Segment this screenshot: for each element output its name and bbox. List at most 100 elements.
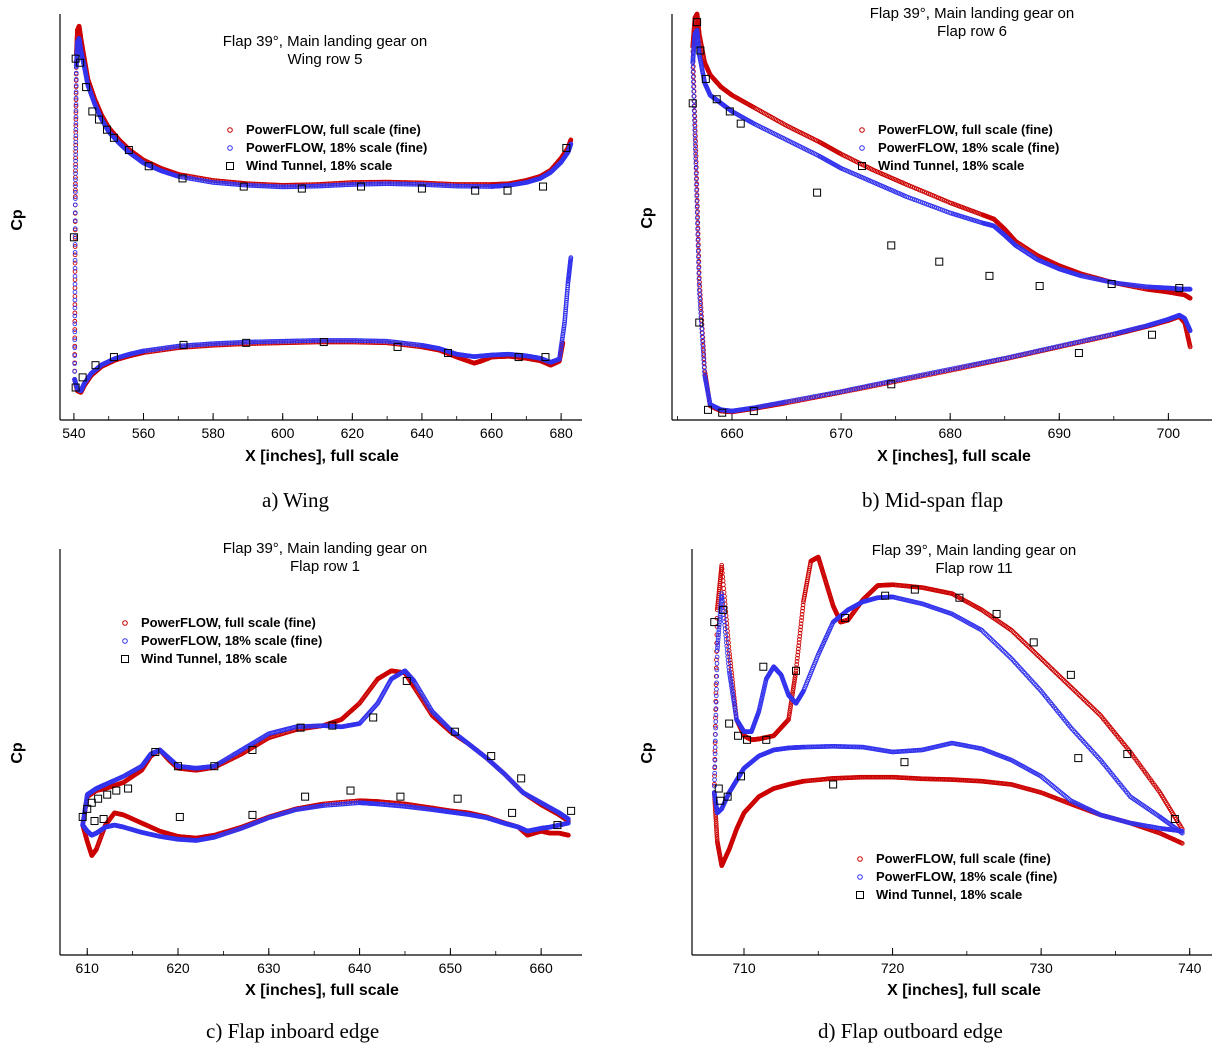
- data-point: [370, 338, 376, 344]
- data-point: [312, 183, 317, 189]
- data-point: [1187, 295, 1193, 301]
- data-point: [225, 340, 230, 346]
- data-point: [342, 182, 347, 188]
- chart-title: Flap 39°, Main landing gear on: [223, 540, 427, 557]
- data-point: [215, 341, 221, 346]
- legend-entry: PowerFLOW, 18% scale (fine): [878, 140, 1059, 155]
- data-point: [693, 177, 699, 182]
- data-point: [302, 338, 308, 344]
- x-tick-label: 580: [201, 425, 225, 441]
- data-point: [72, 265, 78, 271]
- chart-title: Flap 39°, Main landing gear on: [223, 33, 427, 50]
- data-point: [221, 340, 227, 346]
- data-point: [484, 184, 490, 189]
- data-point: [340, 182, 346, 188]
- data-point: [337, 338, 343, 343]
- data-point: [72, 258, 78, 263]
- data-point: [851, 386, 856, 392]
- data-point: [692, 113, 697, 118]
- data-point: [250, 183, 256, 188]
- data-point: [338, 338, 344, 343]
- data-point: [231, 181, 237, 187]
- data-point: [223, 181, 229, 186]
- data-point: [697, 279, 702, 285]
- data-point: [1076, 339, 1082, 345]
- data-point: [73, 158, 78, 164]
- data-point: [1081, 338, 1087, 343]
- data-point: [1037, 348, 1042, 353]
- data-point: [278, 338, 284, 344]
- data-point: [444, 349, 453, 358]
- data-point: [335, 338, 341, 343]
- data-point: [94, 115, 103, 124]
- data-point: [375, 181, 380, 187]
- data-point: [88, 107, 97, 116]
- data-point: [784, 399, 789, 405]
- legend-marker: [226, 162, 234, 170]
- data-point: [1029, 349, 1035, 355]
- data-point: [383, 181, 388, 187]
- data-point: [332, 182, 338, 188]
- data-point: [242, 338, 251, 347]
- data-point: [349, 182, 355, 187]
- data-point: [199, 342, 205, 347]
- data-point: [915, 373, 921, 379]
- data-point: [789, 398, 794, 404]
- data-point: [72, 327, 78, 332]
- data-point: [718, 408, 727, 417]
- data-point: [1104, 333, 1109, 338]
- data-point: [73, 95, 79, 101]
- data-point: [315, 338, 320, 343]
- data-point: [1002, 355, 1008, 361]
- data-point: [942, 367, 948, 373]
- data-point: [692, 132, 698, 138]
- data-point: [256, 339, 262, 345]
- data-point: [1056, 343, 1062, 349]
- data-point: [950, 366, 956, 372]
- data-point: [841, 388, 846, 394]
- data-point: [345, 182, 350, 188]
- data-point: [696, 265, 702, 271]
- data-point: [73, 89, 79, 95]
- data-point: [861, 384, 866, 390]
- data-point: [992, 357, 998, 363]
- data-point: [828, 391, 834, 396]
- data-point: [372, 181, 377, 187]
- chart-subtitle: Flap row 6: [937, 23, 1007, 40]
- data-point: [399, 181, 404, 187]
- data-point: [183, 343, 189, 348]
- data-point: [225, 181, 230, 187]
- x-tick-label: 540: [62, 425, 86, 441]
- data-point: [690, 69, 696, 75]
- data-point: [455, 183, 461, 189]
- data-point: [266, 339, 271, 344]
- data-point: [831, 390, 837, 396]
- data-point: [935, 369, 941, 375]
- data-point: [288, 184, 293, 190]
- data-point: [378, 338, 384, 344]
- data-point: [318, 183, 324, 189]
- data-point: [289, 184, 295, 190]
- data-point: [417, 182, 423, 187]
- chart-panel-mid-span-flap: 660 670 680 690 700 X [inches], full scale Cp F…: [612, 0, 1225, 520]
- data-point: [413, 182, 418, 187]
- data-point: [982, 359, 988, 365]
- data-point: [335, 182, 341, 188]
- data-point: [351, 182, 357, 187]
- data-point: [220, 180, 225, 186]
- data-point: [1035, 282, 1044, 291]
- data-point: [903, 375, 908, 381]
- data-point: [1074, 349, 1083, 358]
- data-point: [962, 363, 968, 369]
- data-point: [72, 305, 78, 311]
- data-point: [327, 338, 333, 343]
- data-point: [329, 338, 335, 343]
- data-point: [78, 373, 87, 382]
- data-point: [694, 182, 699, 188]
- data-point: [690, 65, 696, 70]
- data-point: [376, 181, 382, 187]
- data-point: [258, 339, 263, 345]
- data-point: [357, 181, 363, 187]
- data-point: [236, 340, 241, 345]
- data-point: [373, 338, 379, 344]
